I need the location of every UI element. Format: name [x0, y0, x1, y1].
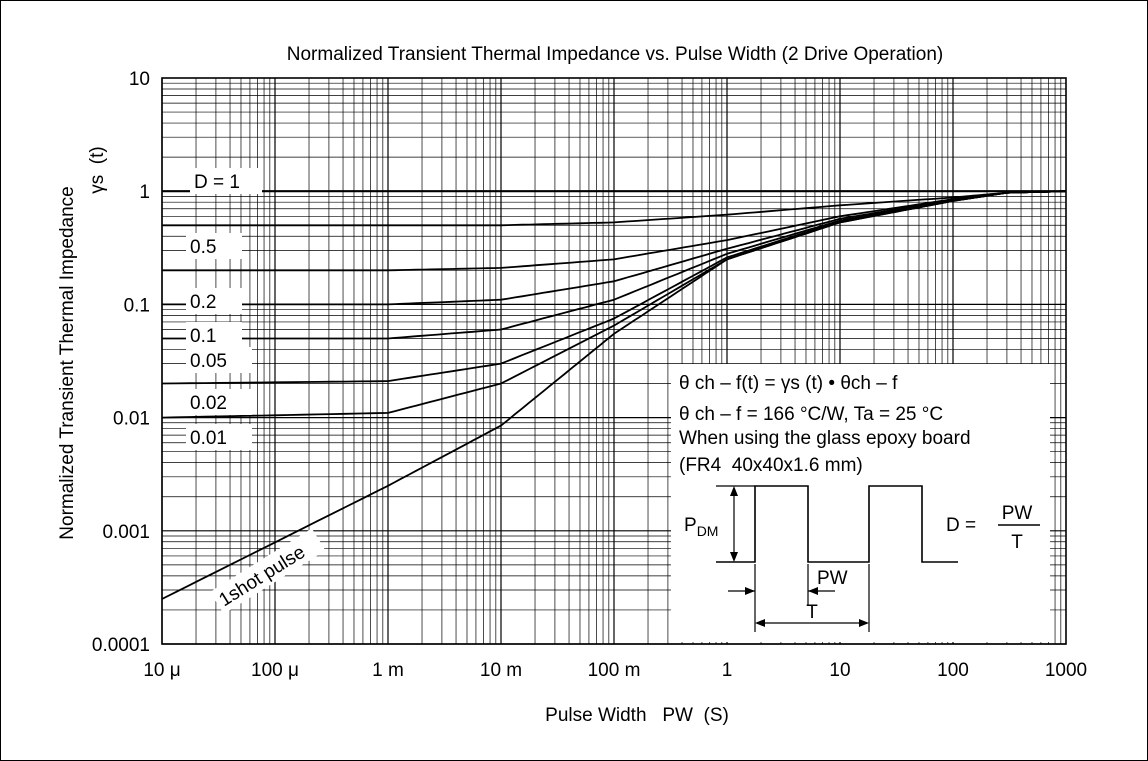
x-tick-label: 100 μ — [251, 660, 299, 681]
x-tick-label: 1 m — [372, 660, 404, 681]
x-tick-label: 1000 — [1045, 660, 1087, 681]
series-labels: D = 1 0.5 0.2 0.1 0.05 0.02 0.01 1shot pulse — [186, 168, 326, 615]
series-label: 0.1 — [186, 322, 242, 348]
series-label: 0.01 — [186, 424, 252, 450]
series-label-text: 0.2 — [190, 292, 216, 313]
series-label: 0.5 — [186, 233, 242, 259]
x-tick-label: 10 — [829, 660, 850, 681]
series-label-background — [190, 168, 262, 194]
y-axis-label-2: γs (t) — [87, 146, 108, 194]
series-label-background — [186, 322, 242, 348]
x-tick-label: 1 — [722, 660, 733, 681]
pdm-arrow-head-top — [730, 486, 738, 496]
x-tick-label: 10 μ — [143, 660, 180, 681]
series-label-text: D = 1 — [194, 172, 240, 193]
series-label-background — [186, 424, 252, 450]
t-dim-arrow-left — [755, 619, 765, 627]
board-line-2: (FR4 40x40x1.6 mm) — [679, 455, 863, 476]
series-label-text: 0.5 — [190, 237, 216, 258]
y-tick-label: 0.001 — [102, 522, 150, 543]
pulse-waveform — [716, 485, 958, 563]
series-label-background — [186, 288, 242, 314]
y-axis-label: Normalized Transient Thermal Impedance — [57, 186, 78, 539]
x-tick-label: 100 — [937, 660, 969, 681]
board-line-1: When using the glass epoxy board — [679, 428, 971, 449]
series-label-text: 0.1 — [190, 326, 216, 347]
series-label: D = 1 — [190, 168, 262, 194]
grid — [161, 78, 1066, 645]
pw-dim-arrow-right — [808, 587, 818, 595]
formula-line-2: θ ch – f = 166 °C/W, Ta = 25 °C — [679, 404, 943, 425]
chart-title: Normalized Transient Thermal Impedance v… — [287, 44, 943, 65]
inset-annotation: θ ch – f(t) = γs (t) • θch – f θ ch – f … — [671, 364, 1050, 642]
series-label-background — [186, 233, 242, 259]
pw-dim-arrow-left — [745, 587, 755, 595]
series-label-background — [210, 528, 326, 615]
series-label: 1shot pulse — [210, 528, 326, 615]
plot-border — [161, 77, 1067, 645]
pw-label: PW — [817, 568, 848, 589]
pdm-label: PDM — [684, 515, 718, 539]
t-label: T — [806, 602, 818, 623]
duty-numerator: PW — [1002, 503, 1033, 524]
series-label: 0.02 — [186, 389, 252, 415]
series-label-background — [186, 347, 252, 373]
y-tick-label: 1 — [139, 182, 150, 203]
y-tick-label: 0.0001 — [92, 635, 150, 656]
series-label-text: 0.01 — [190, 428, 227, 449]
t-dim-arrow-right — [859, 619, 869, 627]
x-tick-label: 10 m — [480, 660, 522, 681]
series-label-background — [186, 389, 252, 415]
series-label: 0.2 — [186, 288, 242, 314]
series-label-text: 0.02 — [190, 393, 227, 414]
series-label: 0.05 — [186, 347, 252, 373]
x-tick-labels: 10 μ 100 μ 1 m 10 m 100 m 1 10 100 1000 — [143, 660, 1087, 681]
formula-line-1: θ ch – f(t) = γs (t) • θch – f — [679, 373, 898, 394]
x-tick-label: 100 m — [588, 660, 641, 681]
series-line-1shot-pulse — [161, 190, 1067, 600]
duty-lhs: D = — [946, 515, 976, 536]
x-axis-label: Pulse Width PW (S) — [545, 705, 729, 726]
series-label-text: 0.05 — [190, 351, 227, 372]
series-label-text: 1shot pulse — [216, 542, 310, 611]
y-tick-labels: 0.0001 0.001 0.01 0.1 1 10 — [92, 69, 150, 656]
y-tick-label: 0.01 — [113, 409, 150, 430]
y-tick-label: 10 — [129, 69, 150, 90]
series-layer — [161, 190, 1067, 600]
y-tick-label: 0.1 — [124, 295, 150, 316]
duty-denominator: T — [1011, 532, 1023, 553]
pdm-arrow-head-bottom — [730, 552, 738, 562]
